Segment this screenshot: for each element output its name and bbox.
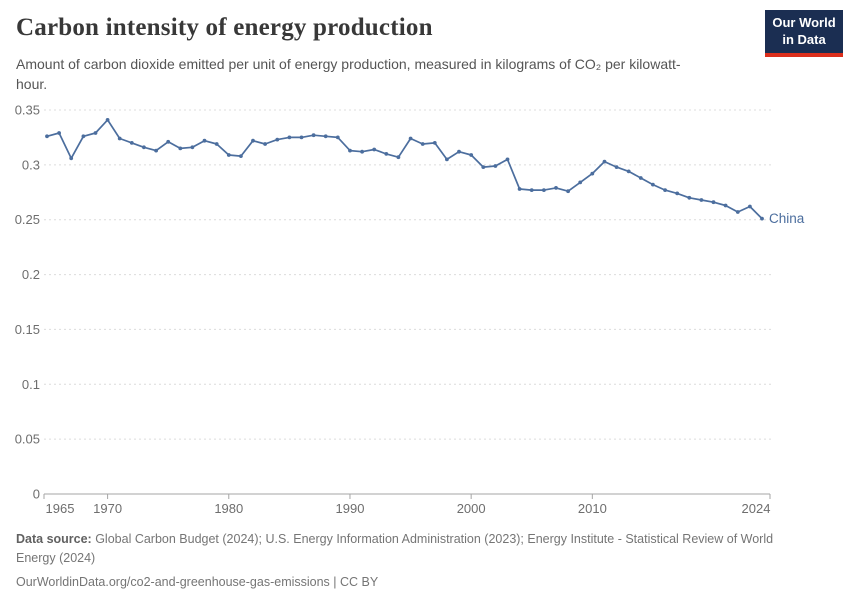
data-point[interactable] <box>384 152 389 156</box>
owid-logo[interactable]: Our World in Data <box>765 10 843 57</box>
data-point[interactable] <box>432 141 437 145</box>
y-axis-tick-label: 0.15 <box>15 322 40 337</box>
owid-logo-line2: in Data <box>782 31 826 47</box>
data-point[interactable] <box>335 135 340 140</box>
data-point[interactable] <box>711 200 716 205</box>
x-axis-tick-label: 1980 <box>214 501 243 516</box>
data-point[interactable] <box>675 191 680 196</box>
x-axis-tick-label: 2000 <box>457 501 486 516</box>
data-point[interactable] <box>311 133 316 138</box>
data-point[interactable] <box>602 159 607 164</box>
x-axis-tick-label: 2024 <box>742 501 771 516</box>
data-point[interactable] <box>202 138 207 143</box>
data-point[interactable] <box>105 118 110 122</box>
data-point[interactable] <box>590 171 595 176</box>
data-point[interactable] <box>481 165 486 170</box>
data-point[interactable] <box>542 188 546 193</box>
data-point[interactable] <box>45 134 49 139</box>
y-axis-tick-label: 0.3 <box>22 157 40 172</box>
data-point[interactable] <box>687 195 692 200</box>
data-point[interactable] <box>748 204 752 209</box>
y-axis-tick-label: 0.1 <box>22 377 40 392</box>
x-axis-tick-label: 2010 <box>578 501 607 516</box>
data-point[interactable] <box>735 210 740 214</box>
data-point[interactable] <box>372 147 377 152</box>
line-chart-canvas[interactable]: 0 0.05 0.1 0.15 0.2 0.25 0.3 0.35 1965 1970 1980 19… <box>0 95 850 520</box>
data-point[interactable] <box>69 156 74 161</box>
data-point[interactable] <box>81 134 86 139</box>
data-point[interactable] <box>505 157 510 162</box>
datasource-line: Data source: Global Carbon Budget (2024)… <box>16 530 816 568</box>
data-point[interactable] <box>469 153 474 157</box>
data-point[interactable] <box>190 145 195 150</box>
data-point[interactable] <box>93 131 98 135</box>
data-point[interactable] <box>663 188 667 193</box>
data-point[interactable] <box>566 189 570 194</box>
data-point[interactable] <box>517 187 522 191</box>
data-point[interactable] <box>263 142 267 146</box>
data-point[interactable] <box>57 131 61 135</box>
data-point[interactable] <box>578 180 583 185</box>
data-point[interactable] <box>348 148 352 153</box>
data-point[interactable] <box>396 155 401 160</box>
series-line-china[interactable] <box>46 119 763 220</box>
data-point[interactable] <box>554 186 558 190</box>
datasource-label: Data source: <box>16 532 92 546</box>
data-point[interactable] <box>299 135 304 140</box>
data-point[interactable] <box>651 182 655 187</box>
data-point[interactable] <box>626 169 631 174</box>
chart-subtitle: Amount of carbon dioxide emitted per uni… <box>16 56 681 93</box>
data-point[interactable] <box>275 137 280 142</box>
data-point[interactable] <box>142 145 146 150</box>
owid-logo-line1: Our World <box>772 15 836 30</box>
data-point[interactable] <box>699 198 704 202</box>
data-point[interactable] <box>226 153 231 157</box>
data-point[interactable] <box>493 164 498 168</box>
data-point[interactable] <box>723 203 728 208</box>
y-axis-tick-label: 0.35 <box>15 103 40 118</box>
data-point[interactable] <box>178 146 183 151</box>
datasource-text: Global Carbon Budget (2024); U.S. Energy… <box>16 532 774 565</box>
data-point[interactable] <box>360 149 364 154</box>
data-point[interactable] <box>323 134 328 139</box>
data-point[interactable] <box>529 188 534 193</box>
y-axis-tick-label: 0 <box>33 487 40 502</box>
y-axis-tick-label: 0.05 <box>15 432 40 447</box>
page-title: Carbon intensity of energy production <box>16 14 433 41</box>
data-point[interactable] <box>614 165 619 170</box>
series-end-label: China <box>769 211 805 226</box>
data-point[interactable] <box>154 148 159 153</box>
data-point[interactable] <box>129 141 134 145</box>
y-axis-tick-label: 0.2 <box>22 267 40 282</box>
data-point[interactable] <box>457 149 461 154</box>
data-point[interactable] <box>239 154 243 159</box>
y-axis-tick-label: 0.25 <box>15 212 40 227</box>
data-point[interactable] <box>760 216 764 221</box>
data-point[interactable] <box>166 139 171 144</box>
data-point[interactable] <box>287 135 292 140</box>
chart-footer: Data source: Global Carbon Budget (2024)… <box>16 530 816 591</box>
x-axis-tick-label: 1990 <box>336 501 365 516</box>
data-point[interactable] <box>117 136 122 141</box>
x-axis-tick-label: 1970 <box>93 501 122 516</box>
data-point[interactable] <box>638 176 643 180</box>
data-point[interactable] <box>214 142 219 146</box>
x-axis-tick-label: 1965 <box>46 501 75 516</box>
data-point[interactable] <box>420 142 425 146</box>
footer-link[interactable]: OurWorldinData.org/co2-and-greenhouse-ga… <box>16 574 379 589</box>
data-point[interactable] <box>445 157 449 162</box>
data-point[interactable] <box>408 136 413 141</box>
data-point[interactable] <box>251 138 255 143</box>
